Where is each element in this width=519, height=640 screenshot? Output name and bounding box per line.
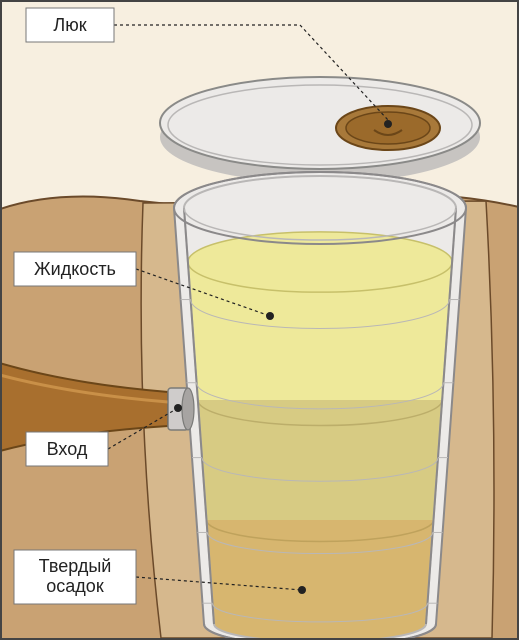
liquid-surface — [188, 232, 452, 292]
label-text-hatch: Люк — [53, 15, 86, 35]
label-text-sediment-2: осадок — [46, 576, 104, 596]
tank-contents — [174, 232, 466, 640]
label-text-inlet: Вход — [47, 439, 88, 459]
label-text-liquid: Жидкость — [34, 259, 116, 279]
label-text-sediment: Твердый — [39, 556, 112, 576]
inlet-opening — [182, 388, 194, 430]
leader-dot-liquid — [266, 312, 274, 320]
leader-dot-hatch — [384, 120, 392, 128]
leader-dot-sediment — [298, 586, 306, 594]
leader-dot-inlet — [174, 404, 182, 412]
